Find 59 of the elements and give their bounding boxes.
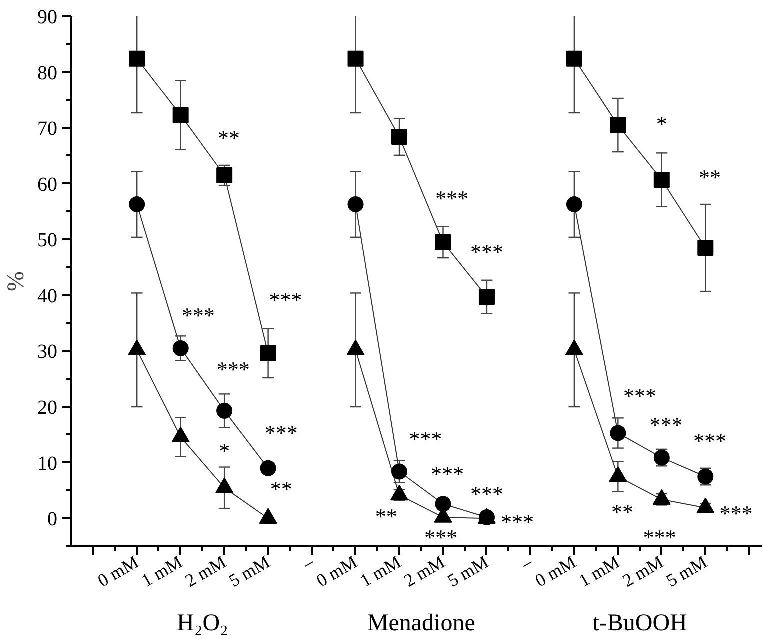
annotation: *** xyxy=(264,420,298,446)
point xyxy=(392,129,408,146)
y-tick-label: 0 xyxy=(48,508,58,531)
annotation: ** xyxy=(270,476,292,502)
point xyxy=(392,464,408,480)
point xyxy=(478,510,495,526)
annotation: *** xyxy=(470,482,504,507)
annotation: *** xyxy=(216,357,250,382)
annotation: ** xyxy=(375,504,398,529)
point xyxy=(129,50,146,67)
annotation: * xyxy=(656,112,668,137)
y-tick-label: 80 xyxy=(38,62,58,84)
point xyxy=(654,172,670,188)
annotation: *** xyxy=(269,287,302,312)
annotation: *** xyxy=(643,525,676,550)
annotation: *** xyxy=(624,383,657,408)
annotation: *** xyxy=(182,303,215,328)
y-tick-label: 40 xyxy=(38,285,58,308)
y-tick-label: 50 xyxy=(38,230,58,252)
y-tick-label: 10 xyxy=(38,452,58,475)
point xyxy=(129,196,146,212)
point xyxy=(698,240,714,256)
y-tick-label: 30 xyxy=(38,341,58,364)
point xyxy=(435,234,452,250)
annotation: ** xyxy=(699,165,722,190)
text: H₂O₂ xyxy=(177,610,228,636)
y-tick-label: 60 xyxy=(38,174,58,196)
point xyxy=(216,402,233,419)
annotation: ** xyxy=(612,499,634,524)
point xyxy=(610,117,626,134)
y-tick-label: 20 xyxy=(38,397,58,420)
text: Menadione xyxy=(367,610,476,636)
text: t-BuOOH xyxy=(592,610,688,636)
annotation: *** xyxy=(694,428,727,454)
annotation: *** xyxy=(650,412,683,438)
annotation: *** xyxy=(501,509,534,534)
point xyxy=(172,107,189,124)
point xyxy=(260,345,276,362)
annotation: ** xyxy=(218,126,240,151)
point xyxy=(435,496,452,512)
point xyxy=(566,50,582,67)
annotation: *** xyxy=(409,426,442,452)
point xyxy=(348,50,364,67)
annotation: *** xyxy=(435,186,468,211)
annotation: *** xyxy=(720,501,753,526)
point xyxy=(260,460,276,476)
annotation: *** xyxy=(470,239,504,264)
point xyxy=(216,168,233,184)
y-axis-title: % xyxy=(4,271,30,292)
y-tick-label: 70 xyxy=(38,118,58,140)
annotation: * xyxy=(219,438,230,464)
annotation: *** xyxy=(431,461,464,486)
point xyxy=(566,196,582,212)
point xyxy=(478,289,495,306)
point xyxy=(348,196,364,212)
point xyxy=(610,425,626,442)
y-tick-label: 90 xyxy=(38,6,58,28)
annotation: *** xyxy=(424,525,458,550)
point xyxy=(172,340,189,356)
